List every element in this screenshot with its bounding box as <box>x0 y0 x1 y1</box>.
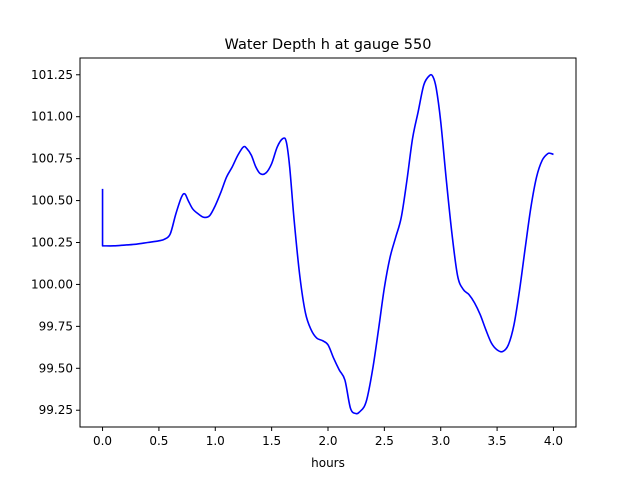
plot-frame <box>79 57 577 428</box>
series-line <box>101 73 554 415</box>
x-tick-label: 4.0 <box>544 434 563 448</box>
y-tick-label: 99.75 <box>39 319 73 333</box>
x-tick-label: 3.5 <box>488 434 507 448</box>
y-tick-label: 99.50 <box>39 361 73 375</box>
x-tick-label: 2.5 <box>375 434 394 448</box>
chart-title: Water Depth h at gauge 550 <box>225 37 432 53</box>
y-tick-label: 99.25 <box>39 403 73 417</box>
x-tick-label: 1.0 <box>206 434 225 448</box>
x-tick-label: 3.0 <box>431 434 450 448</box>
x-tick-label: 0.5 <box>149 434 168 448</box>
series-layer <box>101 73 554 415</box>
x-axis-ticks: 0.0 0.5 1.0 1.5 2.0 2.5 3.0 3.5 4.0 <box>93 427 563 448</box>
x-tick-label: 1.5 <box>262 434 281 448</box>
y-tick-label: 101.25 <box>31 68 73 82</box>
x-axis-label: hours <box>311 456 345 470</box>
y-axis-ticks: 99.25 99.50 99.75 100.00 100.25 100.50 100.75 1… <box>31 68 80 417</box>
x-tick-label: 2.0 <box>318 434 337 448</box>
x-tick-label: 0.0 <box>93 434 112 448</box>
y-tick-label: 101.00 <box>31 110 73 124</box>
y-tick-label: 100.75 <box>31 152 73 166</box>
y-tick-label: 100.50 <box>31 194 73 208</box>
y-tick-label: 100.00 <box>31 277 73 291</box>
y-tick-label: 100.25 <box>31 236 73 250</box>
